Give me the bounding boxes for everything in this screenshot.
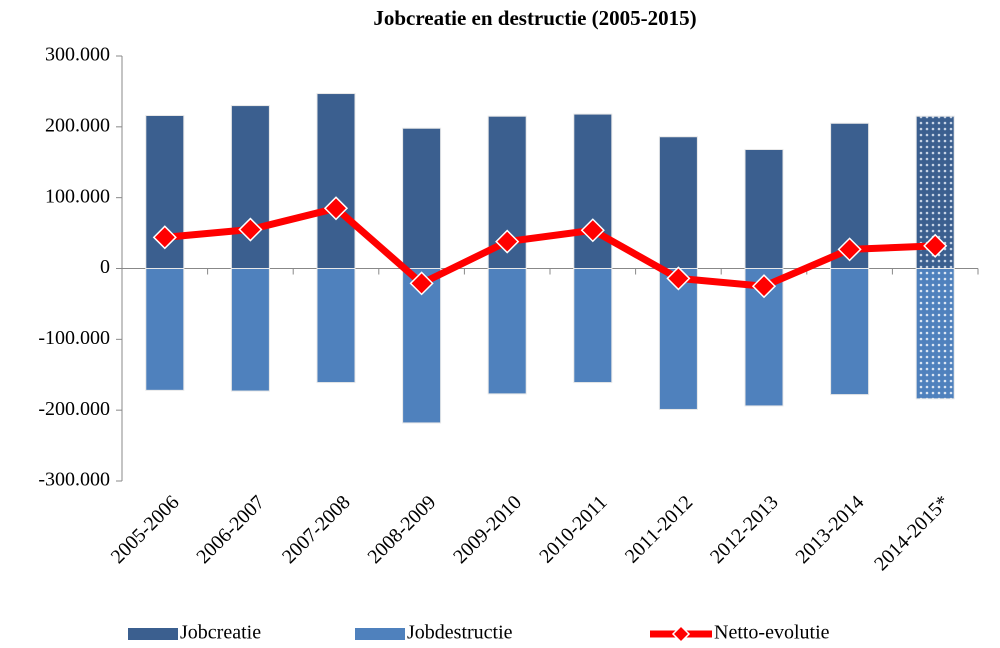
bar	[658, 268, 698, 410]
x-tick-label: 2007-2008	[278, 491, 355, 568]
x-tick-label: 2014-2015*	[870, 491, 954, 575]
bar	[230, 105, 270, 270]
x-tick-label: 2009-2010	[449, 491, 526, 568]
marker	[238, 217, 263, 242]
x-tick-label: 2005-2006	[107, 491, 184, 568]
bar	[230, 268, 270, 392]
bar	[744, 149, 784, 269]
y-tick-label: 100.000	[45, 185, 110, 207]
y-tick-label: -300.000	[38, 469, 110, 491]
marker	[837, 237, 862, 262]
x-tick-label: 2013-2014	[792, 491, 869, 568]
bar	[316, 268, 356, 384]
bar	[830, 268, 870, 396]
bar	[658, 136, 698, 269]
bar	[402, 268, 442, 424]
legend-marker	[671, 624, 691, 644]
line	[164, 204, 936, 290]
y-tick-label: 0	[100, 256, 110, 278]
marker	[323, 196, 349, 221]
legend-label: Jobdestructie	[407, 622, 513, 644]
marker	[923, 233, 948, 258]
marker	[409, 271, 434, 296]
bar	[316, 93, 356, 269]
bar	[487, 268, 527, 395]
marker	[751, 274, 777, 299]
x-tick-label: 2006-2007	[192, 491, 269, 568]
bar	[915, 268, 955, 400]
legend-swatch	[128, 628, 178, 640]
x-tick-label: 2012-2013	[706, 491, 783, 568]
bar	[573, 268, 613, 384]
legend-label: Jobcreatie	[180, 622, 261, 644]
legend-label: Netto-evolutie	[714, 622, 830, 644]
bar	[573, 113, 613, 270]
bar	[145, 268, 185, 391]
y-tick-label: -100.000	[38, 327, 110, 349]
marker	[580, 218, 605, 243]
chart-title: Jobcreatie en destructie (2005-2015)	[373, 6, 696, 30]
bar	[402, 127, 442, 269]
x-tick-label: 2010-2011	[535, 491, 611, 567]
marker	[666, 266, 691, 291]
y-tick-label: 300.000	[45, 44, 110, 66]
x-tick-label: 2008-2009	[364, 491, 441, 568]
marker	[495, 229, 520, 254]
x-tick-label: 2011-2012	[621, 491, 697, 567]
y-tick-label: 200.000	[45, 114, 110, 136]
y-tick-label: -200.000	[38, 398, 110, 420]
legend-swatch	[355, 628, 405, 640]
marker	[152, 225, 177, 250]
